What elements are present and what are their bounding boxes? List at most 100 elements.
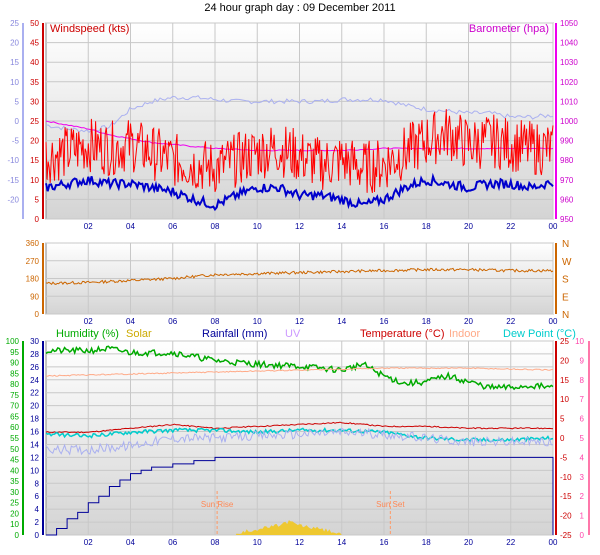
chart-title: 24 hour graph day : 09 December 2011 <box>204 2 395 14</box>
far-left-tick-label: -10 <box>7 156 19 165</box>
x-tick-label: 02 <box>84 222 93 231</box>
rainfall-tick-label: 24 <box>30 376 39 385</box>
x-tick-label: 08 <box>211 222 220 231</box>
far-left-tick-label: -5 <box>12 137 20 146</box>
windspeed-tick-label: 30 <box>30 97 39 106</box>
humidity-tick-label: 55 <box>10 434 19 443</box>
rainfall-tick-label: 6 <box>35 492 40 501</box>
uv-tick-label: 10 <box>575 337 584 346</box>
thermo-series-line <box>45 427 554 456</box>
x-tick-label: 08 <box>211 317 220 326</box>
x-tick-label: 16 <box>380 317 389 326</box>
rainfall-tick-label: 12 <box>30 453 39 462</box>
uv-tick-label: 1 <box>580 512 585 521</box>
humidity-tick-label: 0 <box>15 531 20 540</box>
uv-tick-label: 6 <box>580 415 585 424</box>
barometer-tick-label: 1030 <box>560 58 578 67</box>
temperature-tick-label: 25 <box>560 337 569 346</box>
rainfall-tick-label: 8 <box>35 479 40 488</box>
compass-label: N <box>562 310 569 321</box>
barometer-tick-label: 980 <box>560 156 574 165</box>
barometer-tick-label: 1020 <box>560 78 578 87</box>
thermo-series-line <box>45 421 554 434</box>
x-tick-label: 14 <box>337 317 346 326</box>
temperature-tick-label: -15 <box>560 492 572 501</box>
rainfall-tick-label: 0 <box>35 531 40 540</box>
humidity-tick-label: 95 <box>10 348 19 357</box>
thermo-series-line <box>45 345 554 391</box>
x-tick-label: 06 <box>168 222 177 231</box>
x-tick-label: 12 <box>295 222 304 231</box>
humidity-tick-label: 10 <box>10 520 19 529</box>
windspeed-tick-label: 0 <box>35 215 40 224</box>
x-tick-label: 02 <box>84 538 93 547</box>
barometer-tick-label: 970 <box>560 176 574 185</box>
rainfall-tick-label: 16 <box>30 428 39 437</box>
temperature-tick-label: 0 <box>560 434 565 443</box>
x-tick-label: 02 <box>84 317 93 326</box>
rainfall-tick-label: 2 <box>35 518 40 527</box>
wind-baro-series-line <box>45 95 554 133</box>
humidity-tick-label: 50 <box>10 445 19 454</box>
compass-label: S <box>562 275 569 286</box>
rainfall-tick-label: 20 <box>30 402 39 411</box>
barometer-tick-label: 1000 <box>560 117 578 126</box>
x-tick-label: 04 <box>126 317 135 326</box>
x-tick-label: 14 <box>337 222 346 231</box>
direction-series-line <box>45 267 554 286</box>
legend-entry: Indoor <box>449 328 481 340</box>
humidity-tick-label: 80 <box>10 380 19 389</box>
compass-label: W <box>562 257 572 268</box>
temperature-tick-label: -10 <box>560 473 572 482</box>
barometer-tick-label: 960 <box>560 195 574 204</box>
compass-label: N <box>562 239 569 250</box>
temperature-tick-label: -5 <box>560 453 568 462</box>
far-left-tick-label: 15 <box>10 58 19 67</box>
rainfall-tick-label: 26 <box>30 363 39 372</box>
windspeed-tick-label: 40 <box>30 58 39 67</box>
rainfall-step-line <box>46 456 554 536</box>
temperature-tick-label: 15 <box>560 376 569 385</box>
far-left-tick-label: 10 <box>10 78 19 87</box>
rainfall-tick-label: 4 <box>35 505 40 514</box>
humidity-tick-label: 60 <box>10 423 19 432</box>
x-tick-label: 08 <box>211 538 220 547</box>
barometer-title: Barometer (hpa) <box>469 23 549 35</box>
wind-baro-series-line <box>45 172 554 212</box>
barometer-tick-label: 1010 <box>560 97 578 106</box>
windspeed-tick-label: 20 <box>30 137 39 146</box>
temperature-tick-label: -25 <box>560 531 572 540</box>
sun-marker-label: Sun Set <box>376 500 405 509</box>
temperature-tick-label: 10 <box>560 395 569 404</box>
x-tick-label: 10 <box>253 538 262 547</box>
humidity-tick-label: 70 <box>10 402 19 411</box>
humidity-tick-label: 90 <box>10 359 19 368</box>
rainfall-tick-label: 30 <box>30 337 39 346</box>
x-tick-label: 22 <box>506 222 515 231</box>
barometer-tick-label: 1040 <box>560 39 578 48</box>
x-tick-label: 20 <box>464 222 473 231</box>
uv-tick-label: 7 <box>580 395 585 404</box>
rainfall-tick-label: 22 <box>30 389 39 398</box>
x-tick-label: 04 <box>126 222 135 231</box>
windspeed-tick-label: 25 <box>30 117 39 126</box>
humidity-tick-label: 30 <box>10 488 19 497</box>
windspeed-tick-label: 35 <box>30 78 39 87</box>
legend-entry: Dew Point (°C) <box>503 328 576 340</box>
uv-tick-label: 3 <box>580 473 585 482</box>
x-tick-label: 16 <box>380 222 389 231</box>
far-left-tick-label: -20 <box>7 195 19 204</box>
uv-tick-label: 4 <box>580 453 585 462</box>
barometer-tick-label: 990 <box>560 137 574 146</box>
temperature-tick-label: 20 <box>560 356 569 365</box>
rainfall-tick-label: 28 <box>30 350 39 359</box>
humidity-tick-label: 35 <box>10 477 19 486</box>
barometer-tick-label: 950 <box>560 215 574 224</box>
temperature-tick-label: 5 <box>560 415 565 424</box>
legend-entry: Solar <box>126 328 152 340</box>
panel-thermo: 0102025303540455055606570758085909510002… <box>6 328 590 547</box>
far-left-tick-label: 25 <box>10 19 19 28</box>
x-tick-label: 20 <box>464 317 473 326</box>
